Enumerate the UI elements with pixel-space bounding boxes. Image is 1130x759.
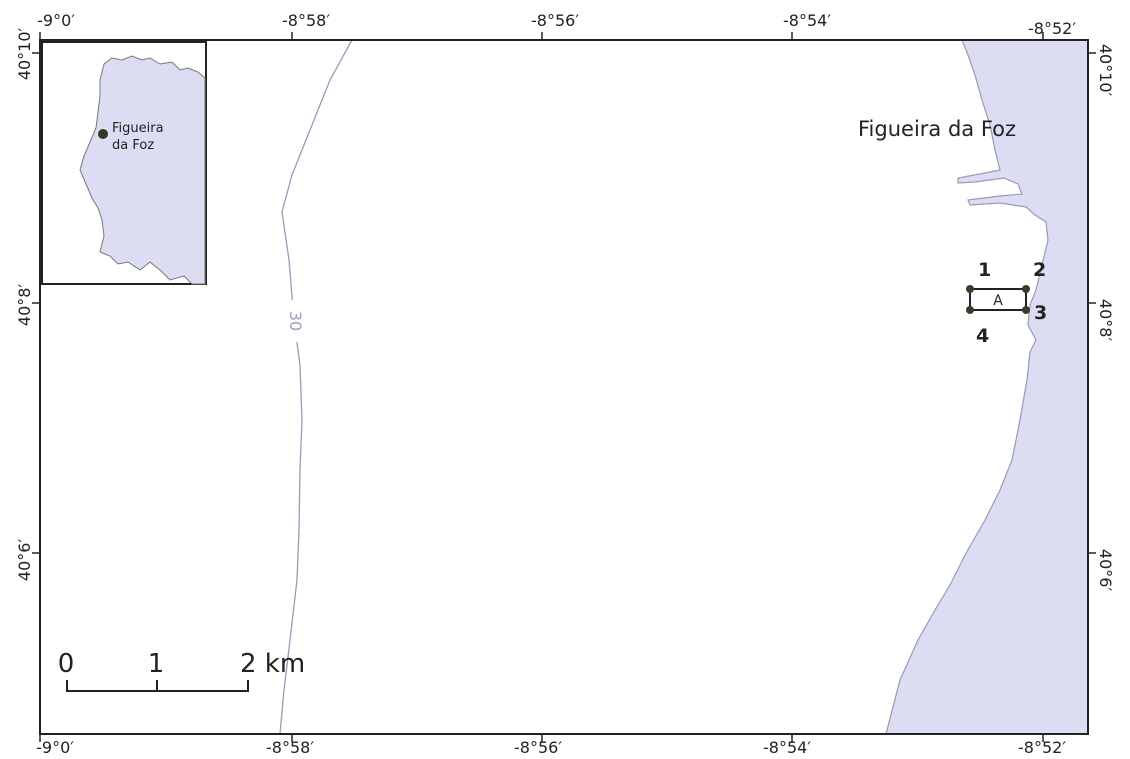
- top-tick-label: -9°0′: [37, 11, 75, 30]
- inset-locator-map: Figueira da Foz: [41, 41, 207, 285]
- bottom-tick-label: -9°0′: [36, 738, 74, 757]
- inset-location-label: Figueira: [112, 121, 164, 136]
- left-tick-label: 40°6′: [15, 539, 34, 582]
- study-area: A 1 2 3 4: [966, 259, 1047, 347]
- corner-point-3: [1022, 306, 1030, 314]
- top-tick-label: -8°52′: [1028, 19, 1076, 38]
- corner-label-2: 2: [1033, 259, 1046, 281]
- inset-location-label: da Foz: [112, 138, 154, 153]
- scale-bar: [66, 680, 249, 692]
- inset-portugal-shape: [79, 55, 206, 285]
- right-tick-label: 40°6′: [1096, 549, 1115, 592]
- bottom-tick-label: -8°58′: [266, 738, 314, 757]
- scale-bar-label-0: 0: [58, 649, 75, 679]
- contour-label: 30: [286, 311, 305, 331]
- corner-label-3: 3: [1034, 302, 1047, 324]
- study-area-box: [969, 288, 1027, 311]
- scale-bar-label-1: 1: [148, 649, 165, 679]
- study-area-box-label: A: [993, 293, 1003, 309]
- right-tick-label: 40°8′: [1096, 299, 1115, 342]
- left-tick-label: 40°8′: [15, 284, 34, 327]
- corner-label-1: 1: [978, 259, 991, 281]
- frame-tick-marks: [32, 32, 1096, 742]
- place-label-figueira-da-foz: Figueira da Foz: [858, 117, 1016, 141]
- top-tick-label: -8°58′: [282, 11, 330, 30]
- bottom-tick-label: -8°54′: [763, 738, 811, 757]
- map-frame: [39, 39, 1089, 735]
- corner-label-4: 4: [976, 325, 989, 347]
- contour-label-mask: [286, 300, 308, 342]
- top-tick-label: -8°56′: [531, 11, 579, 30]
- scale-bar-label-2: 2 km: [240, 649, 305, 679]
- right-tick-label: 40°10′: [1096, 44, 1115, 97]
- bottom-tick-label: -8°56′: [514, 738, 562, 757]
- inset-location-dot: [98, 129, 108, 139]
- bottom-tick-label: -8°52′: [1018, 738, 1066, 757]
- corner-point-1: [966, 285, 974, 293]
- corner-point-2: [1022, 285, 1030, 293]
- depth-contour-line: [279, 39, 353, 735]
- left-tick-label: 40°10′: [15, 27, 34, 80]
- corner-point-4: [966, 306, 974, 314]
- top-tick-label: -8°54′: [783, 11, 831, 30]
- land-area: [885, 39, 1089, 735]
